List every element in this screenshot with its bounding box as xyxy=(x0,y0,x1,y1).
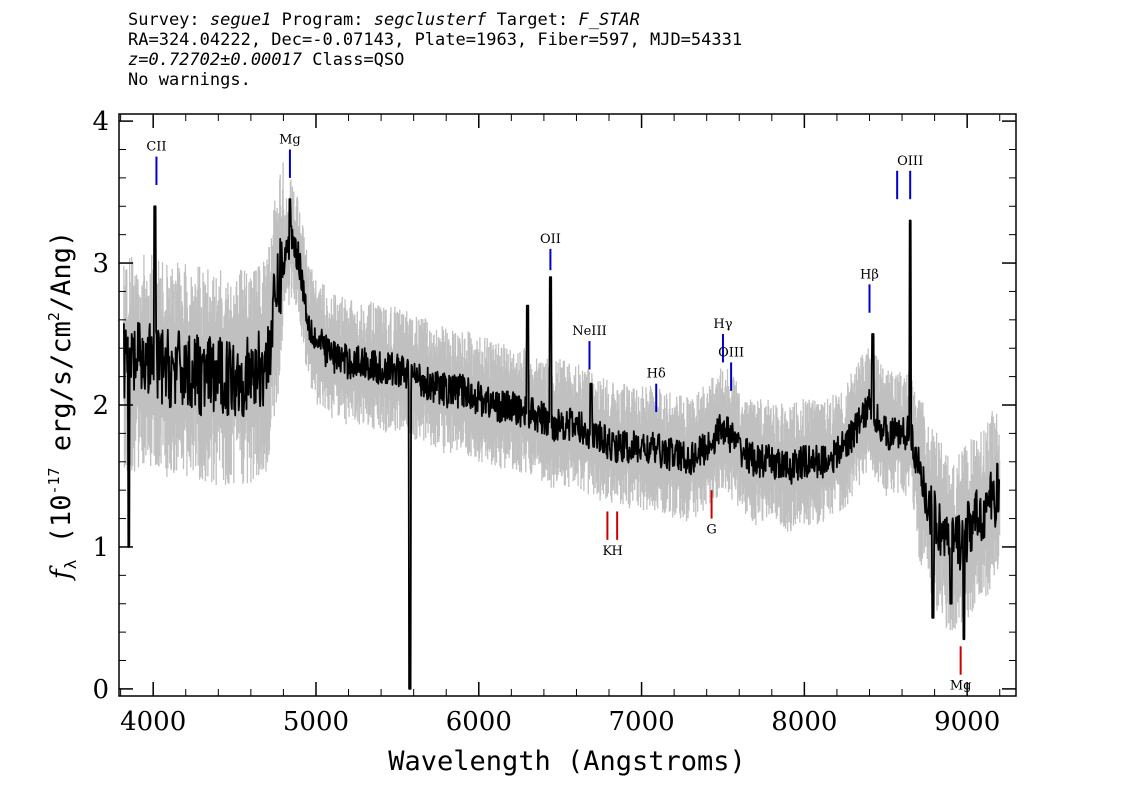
absorption-label: H xyxy=(611,544,622,559)
y-tick-label: 4 xyxy=(92,107,109,137)
class-value: Class=QSO xyxy=(312,50,405,70)
x-tick-label: 6000 xyxy=(446,707,512,737)
header-line-survey: Survey: segue1 Program: segclusterf Targ… xyxy=(128,10,742,30)
emission-label: OII xyxy=(540,232,561,247)
emission-label: OIII xyxy=(897,154,923,169)
emission-label: Mg xyxy=(279,132,301,147)
header-line-warnings: No warnings. xyxy=(128,70,251,90)
emission-label: Hδ xyxy=(647,367,666,382)
emission-label: CII xyxy=(146,140,166,155)
header-line-coordinates: RA=324.04222, Dec=-0.07143, Plate=1963, … xyxy=(128,30,743,50)
x-axis-title: Wavelength (Angstroms) xyxy=(388,746,746,777)
x-tick-label: 8000 xyxy=(771,707,837,737)
survey-value: segue1 xyxy=(209,10,272,30)
target-label: Target: xyxy=(496,10,569,30)
program-value: segclusterf xyxy=(373,10,487,30)
target-value: F_STAR xyxy=(578,10,640,30)
emission-label: Hβ xyxy=(860,267,879,282)
y-tick-label: 1 xyxy=(92,533,109,563)
survey-label: Survey: xyxy=(128,10,200,30)
spectrum-header: Survey: segue1 Program: segclusterf Targ… xyxy=(128,10,742,90)
line-markers: CII Mg OII NeIII Hδ Hγ OIII Hβ OIII K H G Mg xyxy=(146,132,971,693)
y-axis-title: fλ (10-17 erg/s/cm2/Ang) xyxy=(45,231,80,581)
program-label: Program: xyxy=(281,10,364,30)
x-tick-label: 7000 xyxy=(608,707,674,737)
header-line-redshift: z=0.72702±0.00017 Class=QSO xyxy=(128,50,742,70)
absorption-label: G xyxy=(706,523,716,538)
x-tick-label: 5000 xyxy=(283,707,349,737)
emission-label: OIII xyxy=(718,345,744,360)
y-tick-label: 0 xyxy=(92,675,109,705)
redshift-value: z=0.72702±0.00017 xyxy=(128,50,302,70)
y-tick-label: 3 xyxy=(92,249,109,279)
absorption-label: Mg xyxy=(950,679,972,694)
emission-label: Hγ xyxy=(713,317,732,332)
flux-line xyxy=(123,198,1000,690)
x-tick-label: 9000 xyxy=(934,707,1000,737)
axis-ticks: 4000 5000 6000 7000 8000 9000 0 1 2 3 4 xyxy=(92,107,1016,737)
absorption-label: K xyxy=(603,544,613,559)
y-tick-label: 2 xyxy=(92,391,109,421)
flux-series xyxy=(123,198,1000,690)
emission-label: NeIII xyxy=(572,324,606,339)
x-tick-label: 4000 xyxy=(120,707,186,737)
